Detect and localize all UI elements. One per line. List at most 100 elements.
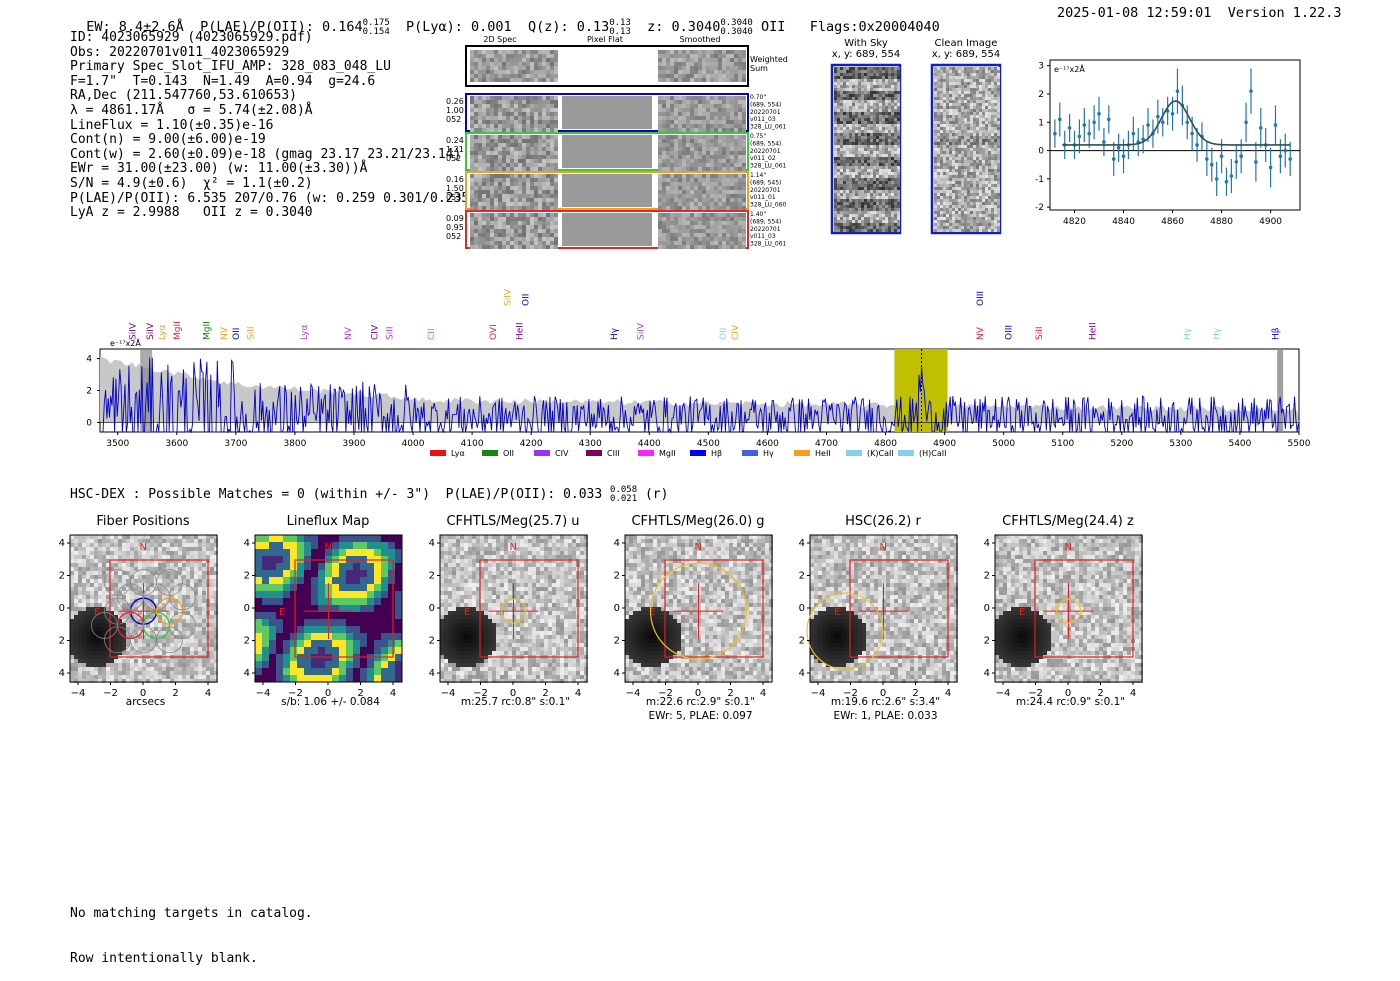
sky-pixel bbox=[943, 151, 946, 154]
noise-pixel bbox=[530, 190, 534, 194]
sky-pixel bbox=[958, 175, 961, 178]
sky-pixel bbox=[870, 214, 873, 217]
sky-pixel bbox=[961, 148, 964, 151]
noise-pixel bbox=[658, 190, 662, 194]
sky-pixel bbox=[873, 136, 876, 139]
image-pixel bbox=[122, 535, 126, 539]
noise-pixel bbox=[698, 147, 702, 151]
noise-pixel bbox=[706, 194, 710, 198]
sky-pixel bbox=[885, 202, 888, 205]
noise-pixel bbox=[706, 116, 710, 120]
sky-pixel bbox=[934, 127, 937, 130]
sky-pixel bbox=[973, 115, 976, 118]
sky-pixel bbox=[934, 223, 937, 226]
sky-pixel bbox=[876, 226, 879, 229]
sky-pixel bbox=[855, 118, 858, 121]
noise-pixel bbox=[690, 96, 694, 100]
sky-pixel bbox=[937, 148, 940, 151]
noise-pixel bbox=[514, 78, 518, 82]
sky-pixel bbox=[988, 214, 991, 217]
sky-pixel bbox=[885, 145, 888, 148]
noise-pixel bbox=[662, 229, 666, 233]
sky-pixel bbox=[985, 157, 988, 160]
sky-pixel bbox=[994, 133, 997, 136]
noise-pixel bbox=[502, 174, 506, 178]
noise-pixel bbox=[742, 202, 746, 206]
sky-pixel bbox=[949, 214, 952, 217]
sky-pixel bbox=[967, 148, 970, 151]
sky-pixel bbox=[888, 70, 891, 73]
sky-pixel bbox=[967, 223, 970, 226]
sky-pixel bbox=[952, 136, 955, 139]
image-pixel bbox=[194, 551, 198, 555]
sky-pixel bbox=[861, 136, 864, 139]
sky-pixel bbox=[997, 127, 1000, 130]
sky-pixel bbox=[843, 187, 846, 190]
noise-pixel bbox=[726, 116, 730, 120]
sky-pixel bbox=[934, 79, 937, 82]
noise-pixel bbox=[674, 139, 678, 143]
image-pixel bbox=[118, 563, 122, 567]
sky-pixel bbox=[985, 97, 988, 100]
sky-pixel bbox=[852, 112, 855, 115]
sky-pixel bbox=[994, 217, 997, 220]
y-tick-label: -2 bbox=[1035, 203, 1044, 213]
sky-pixel bbox=[994, 214, 997, 217]
sky-pixel bbox=[855, 76, 858, 79]
noise-pixel bbox=[726, 66, 730, 70]
sky-pixel bbox=[876, 106, 879, 109]
sky-pixel bbox=[961, 181, 964, 184]
sky-pixel bbox=[991, 85, 994, 88]
sky-pixel bbox=[891, 154, 894, 157]
sky-pixel bbox=[888, 220, 891, 223]
sky-pixel bbox=[843, 112, 846, 115]
sky-pixel bbox=[879, 103, 882, 106]
noise-pixel bbox=[514, 135, 518, 139]
noise-pixel bbox=[490, 143, 494, 147]
sky-pixel bbox=[846, 229, 849, 232]
sky-pixel bbox=[897, 145, 900, 148]
sky-pixel bbox=[837, 184, 840, 187]
noise-pixel bbox=[682, 143, 686, 147]
sky-pixel bbox=[949, 79, 952, 82]
sky-pixel bbox=[988, 112, 991, 115]
sky-pixel bbox=[870, 157, 873, 160]
noise-pixel bbox=[658, 143, 662, 147]
sky-pixel bbox=[846, 130, 849, 133]
image-pixel bbox=[74, 547, 78, 551]
noise-pixel bbox=[494, 190, 498, 194]
noise-pixel bbox=[698, 167, 702, 171]
image-pixel bbox=[90, 539, 94, 543]
sky-pixel bbox=[946, 157, 949, 160]
sky-pixel bbox=[897, 82, 900, 85]
image-pixel bbox=[74, 539, 78, 543]
noise-pixel bbox=[682, 151, 686, 155]
sky-pixel bbox=[997, 145, 1000, 148]
noise-pixel bbox=[666, 186, 670, 190]
noise-pixel bbox=[686, 120, 690, 124]
sky-pixel bbox=[837, 190, 840, 193]
noise-pixel bbox=[538, 104, 542, 108]
noise-pixel bbox=[698, 100, 702, 104]
line-id-label: SiII bbox=[1035, 326, 1045, 340]
sky-pixel bbox=[967, 94, 970, 97]
sky-pixel bbox=[840, 91, 843, 94]
noise-pixel bbox=[538, 50, 542, 54]
noise-pixel bbox=[710, 221, 714, 225]
noise-pixel bbox=[726, 155, 730, 159]
sky-pixel bbox=[946, 172, 949, 175]
sky-pixel bbox=[864, 211, 867, 214]
sky-pixel bbox=[985, 139, 988, 142]
sky-pixel bbox=[982, 205, 985, 208]
sky-pixel bbox=[976, 205, 979, 208]
sky-pixel bbox=[897, 67, 900, 70]
x-tick-label: 5400 bbox=[1228, 439, 1251, 449]
sky-pixel bbox=[855, 100, 858, 103]
noise-pixel bbox=[678, 241, 682, 245]
noise-pixel bbox=[686, 66, 690, 70]
noise-pixel bbox=[726, 124, 730, 128]
sky-pixel bbox=[846, 142, 849, 145]
sky-pixel bbox=[891, 157, 894, 160]
image-pixel bbox=[202, 555, 206, 559]
noise-pixel bbox=[682, 70, 686, 74]
